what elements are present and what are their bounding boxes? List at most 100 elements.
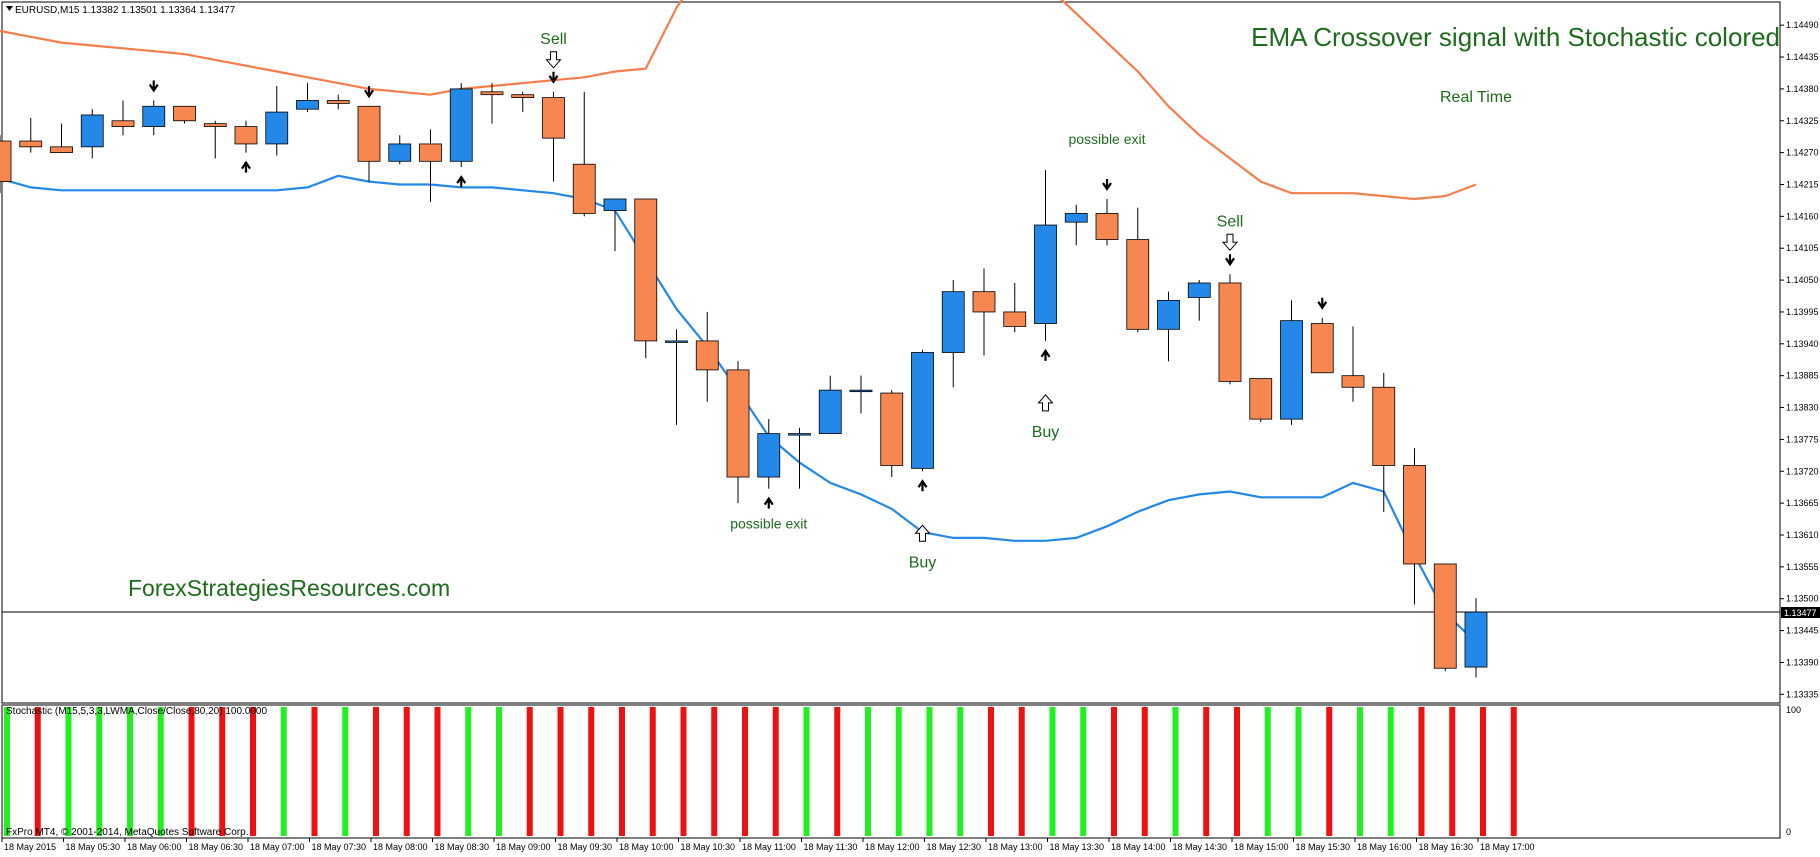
menu-triangle-icon[interactable] [6,6,13,11]
candle [80,109,104,159]
candle-body [1064,213,1088,223]
candle [1249,378,1273,423]
candle [911,349,934,472]
current-price-label: 1.13477 [1784,608,1817,618]
candle [1433,563,1457,672]
candle-body [19,140,43,148]
ema-slow-path [0,0,1477,201]
signal-arrows [148,51,1328,542]
candle-body [941,291,965,353]
candle-body [1126,239,1150,330]
buy-arrow-icon [917,479,928,492]
candle [1034,170,1057,341]
candle-body [1218,282,1242,382]
candle-body [419,143,442,162]
stochastic-bar [1510,707,1517,836]
stochastic-bar [803,707,810,836]
candle-body [1187,282,1211,298]
candle-body [1372,386,1396,466]
candle [449,83,473,168]
candle [1341,326,1365,402]
annotation-buy: Buy [909,554,937,571]
price-tick-label: 1.13940 [1786,339,1819,349]
stochastic-bar [1080,707,1087,836]
annotations: Sell possible exit Buy Buy possible exit Sell… [540,31,1512,571]
candle-body [265,111,289,145]
candle-body [449,88,473,162]
stochastic-bar [127,707,133,836]
sell-arrow-icon [148,80,159,93]
price-tick-label: 1.14490 [1786,20,1819,30]
candle-body [818,389,842,435]
price-tick-label: 1.14050 [1786,275,1819,285]
time-tick-label: 18 May 08:00 [373,842,428,852]
price-axis: 1.14490 1.14435 1.14380 1.14325 1.14270 1.142… [1780,20,1819,699]
candle [1218,274,1242,385]
candle [296,83,319,113]
stochastic-bar [188,707,195,836]
candle-body [1310,323,1334,374]
annotation-sell: Sell [1217,213,1244,230]
candle [1126,207,1150,333]
time-tick-label: 18 May 10:00 [619,842,674,852]
candle-body [1249,378,1273,420]
candle-body [542,97,565,139]
price-tick-label: 1.14325 [1786,116,1819,126]
candle-body [0,140,12,182]
stochastic-bar [1203,707,1210,836]
candle [111,100,135,136]
stochastic-bar [588,707,595,836]
candle [542,91,565,182]
stochastic-bar [1172,707,1179,836]
stochastic-bar [1049,707,1056,836]
annotation-buy: Buy [1032,424,1060,441]
annotation-label: Real Time [1440,89,1512,106]
stochastic-bar [1295,707,1302,836]
candle [234,120,258,153]
time-tick-label: 18 May 15:00 [1234,842,1289,852]
stochastic-panel [4,707,1517,836]
candle [173,105,196,124]
candle [634,198,658,359]
price-tick-label: 1.13885 [1786,371,1819,381]
sub-panel-border [1,704,1781,839]
stochastic-bar [1480,707,1486,836]
time-tick-label: 18 May 17:00 [1480,842,1535,852]
time-tick-label: 18 May 13:00 [988,842,1043,852]
candle [419,129,442,202]
stochastic-bar [988,707,994,836]
time-tick-label: 18 May 16:30 [1419,842,1474,852]
price-tick-label: 1.14160 [1786,211,1819,221]
price-tick-label: 1.14380 [1786,84,1819,94]
candle-body [511,94,535,98]
stochastic-bar [342,707,349,836]
price-tick-label: 1.13390 [1786,657,1819,667]
stochastic-bar [34,707,41,836]
price-tick-label: 1.13555 [1786,562,1819,572]
candle-body [665,340,688,343]
time-tick-label: 18 May 08:30 [435,842,490,852]
stochastic-bar [403,707,410,836]
candle-body [788,433,811,436]
candle-body [50,146,73,154]
time-tick-label: 18 May 05:30 [66,842,121,852]
time-tick-label: 18 May 11:00 [742,842,796,852]
stochastic-bar [557,707,564,836]
candle-body [173,105,196,122]
candle [757,419,781,489]
candle-body [1157,299,1180,330]
time-tick-label: 18 May 06:30 [189,842,244,852]
candle [1157,291,1180,362]
candle-body [757,433,781,478]
stochastic-bar [434,707,441,836]
candle-body [203,123,227,127]
time-tick-label: 18 May 13:30 [1050,842,1105,852]
candle [788,427,811,489]
annotation-sell: Sell [540,31,567,48]
price-tick-label: 1.14215 [1786,179,1819,189]
stochastic-bar [1141,707,1148,836]
candle-body [1403,465,1426,565]
candle [1095,198,1119,246]
sell-arrow-icon [1225,254,1235,267]
